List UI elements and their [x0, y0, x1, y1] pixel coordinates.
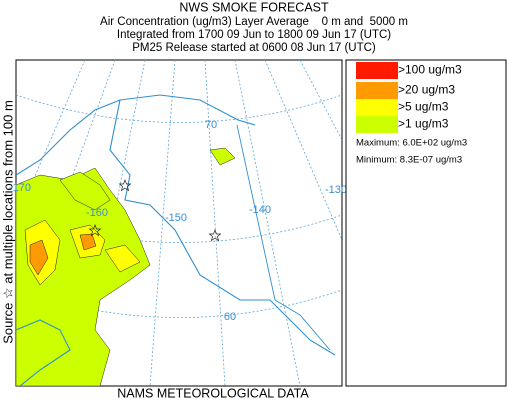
source-star [208, 229, 222, 242]
source-star [88, 224, 102, 237]
map-label: 60 [224, 311, 236, 323]
coastline [16, 94, 336, 386]
map-label: -160 [86, 207, 108, 219]
legend-label: >100 ug/m3 [398, 63, 462, 77]
legend-swatch [356, 62, 398, 79]
legend-label: >1 ug/m3 [398, 117, 449, 131]
legend-swatch [356, 99, 398, 116]
map: 70 -170 -160 -150 -140 -130 60 [9, 59, 347, 387]
footer: NAMS METEOROLOGICAL DATA [117, 386, 309, 400]
map-label: -130 [325, 184, 347, 196]
map-label: -150 [165, 212, 187, 224]
map-label: -140 [249, 204, 271, 216]
legend-max: Maximum: 6.0E+02 ug/m3 [356, 138, 467, 149]
title: NWS SMOKE FORECAST [179, 0, 329, 14]
legend: Maximum: 6.0E+02 ug/m3 Minimum: 8.3E-07 … [345, 59, 507, 387]
map-label: 70 [205, 119, 217, 131]
smoke-area [104, 244, 141, 273]
smoke-area [59, 171, 111, 211]
side-label: Source ☆ at multiple locations from 100 … [0, 100, 15, 344]
subtitle: Air Concentration (ug/m3) Layer Average … [100, 16, 408, 28]
legend-swatch [356, 82, 398, 99]
legend-min: Minimum: 8.3E-07 ug/m3 [356, 155, 462, 166]
subtitle: Integrated from 1700 09 Jun to 1800 09 J… [117, 29, 391, 41]
smoke-area [209, 147, 236, 166]
smoke-area [79, 233, 97, 251]
graticule [16, 94, 342, 123]
map-label: -170 [9, 182, 31, 194]
legend-label: >5 ug/m3 [398, 100, 449, 114]
smoke-area [29, 239, 49, 276]
graticule [16, 60, 342, 386]
legend-swatch [356, 116, 398, 133]
legend-label: >20 ug/m3 [398, 83, 455, 97]
border [236, 124, 331, 351]
source-star [118, 179, 132, 192]
subtitle: PM25 Release started at 0600 08 Jun 17 (… [132, 42, 376, 54]
